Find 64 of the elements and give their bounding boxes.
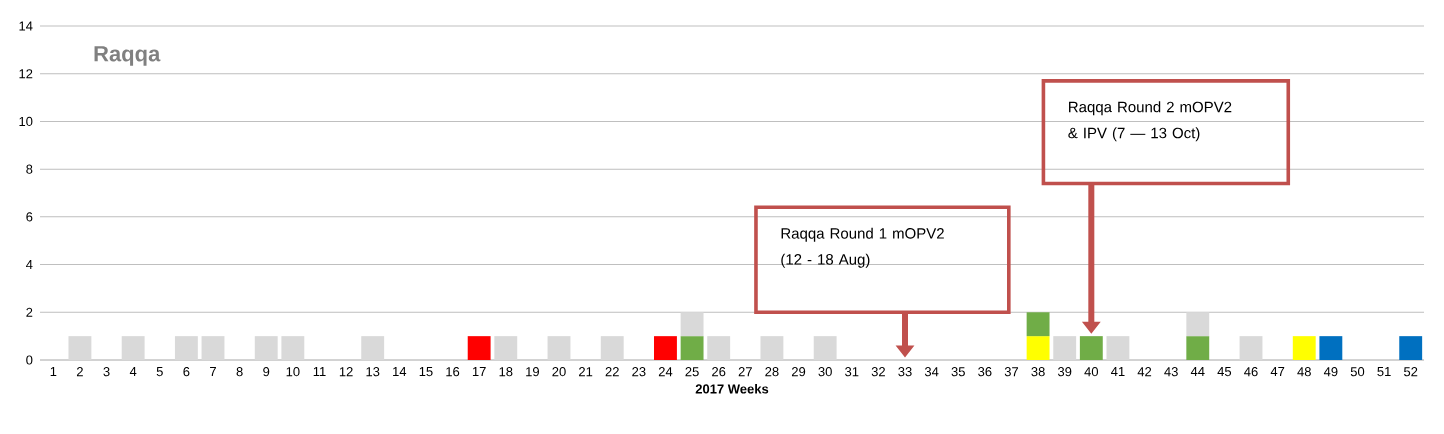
x-tick-label: 36 [978, 367, 992, 377]
x-tick-label: 52 [1404, 367, 1418, 377]
x-tick-label: 18 [499, 367, 513, 377]
x-tick-label: 47 [1270, 367, 1285, 377]
x-tick-label: 37 [1004, 367, 1019, 377]
x-tick-label: 34 [924, 367, 939, 377]
x-tick-label: 33 [898, 367, 912, 377]
y-tick-label: 2 [26, 307, 33, 317]
x-tick-label: 8 [236, 367, 243, 377]
x-tick-label: 45 [1217, 367, 1232, 377]
x-tick-label: 10 [286, 367, 300, 377]
x-tick-label: 22 [605, 367, 619, 377]
x-tick-label: 14 [393, 367, 407, 377]
x-tick-label: 16 [446, 367, 460, 377]
y-tick-label: 0 [26, 355, 33, 365]
x-tick-label: 26 [712, 367, 726, 377]
x-tick-label: 25 [685, 367, 699, 377]
x-tick-label: 6 [183, 367, 190, 377]
x-tick-label: 35 [951, 367, 965, 377]
y-tick-label: 14 [19, 21, 33, 31]
x-tick-label: 40 [1084, 367, 1099, 377]
x-tick-label: 7 [210, 367, 216, 377]
x-tick-label: 11 [313, 367, 326, 377]
x-tick-label: 29 [791, 367, 806, 377]
x-tick-label: 31 [845, 367, 859, 377]
x-tick-label: 2 [76, 367, 83, 377]
y-tick-label: 10 [19, 116, 33, 127]
x-tick-label: 1 [50, 367, 57, 377]
x-tick-label: 27 [738, 367, 752, 377]
y-tick-label: 12 [19, 69, 33, 79]
x-tick-label: 12 [339, 367, 353, 377]
x-tick-label: 24 [658, 367, 673, 377]
x-tick-label: 19 [526, 367, 540, 377]
y-tick-label: 8 [26, 164, 33, 174]
x-tick-label: 43 [1164, 367, 1178, 377]
x-tick-label: 44 [1190, 367, 1205, 377]
x-tick-label: 3 [103, 367, 110, 377]
x-axis-title: 2017 Weeks [695, 384, 769, 394]
text: Raqqa [94, 46, 161, 66]
x-tick-label: 20 [552, 367, 566, 377]
x-tick-label: 39 [1057, 367, 1072, 377]
x-tick-label: 42 [1137, 367, 1152, 377]
x-tick-label: 51 [1377, 367, 1391, 377]
x-tick-label: 41 [1111, 367, 1125, 377]
x-tick-label: 9 [263, 367, 270, 377]
x-tick-label: 13 [366, 367, 380, 377]
x-tick-label: 46 [1244, 367, 1258, 377]
x-tick-label: 28 [765, 367, 779, 377]
x-tick-label: 21 [579, 367, 593, 377]
x-tick-label: 23 [632, 367, 646, 377]
x-tick-label: 32 [871, 367, 885, 377]
y-tick-label: 4 [26, 260, 33, 270]
annotation: Raqqa Round 1 mOPV2 (12 - 18 Aug) [781, 227, 944, 268]
annotation: Raqqa Round 2 mOPV2 & IPV (7 — 13 Oct) [1068, 101, 1232, 142]
x-tick-label: 48 [1297, 367, 1311, 377]
x-tick-label: 4 [129, 367, 137, 377]
x-tick-label: 50 [1350, 367, 1365, 377]
x-tick-label: 38 [1031, 367, 1045, 377]
x-tick-label: 15 [419, 367, 433, 377]
x-tick-label: 5 [156, 367, 163, 377]
x-tick-label: 17 [472, 367, 486, 377]
x-tick-label: 49 [1323, 367, 1338, 377]
y-tick-label: 6 [26, 212, 33, 222]
x-tick-label: 30 [818, 367, 832, 377]
